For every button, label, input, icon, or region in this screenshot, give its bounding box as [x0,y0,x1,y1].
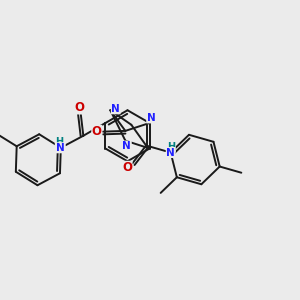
Text: O: O [122,161,132,174]
Text: N: N [56,143,65,153]
Text: H: H [55,137,63,147]
Text: N: N [111,104,120,114]
Text: N: N [147,113,155,123]
Text: O: O [92,125,102,138]
Text: N: N [166,148,175,158]
Text: H: H [167,142,175,152]
Text: O: O [74,101,84,114]
Text: N: N [122,141,131,151]
